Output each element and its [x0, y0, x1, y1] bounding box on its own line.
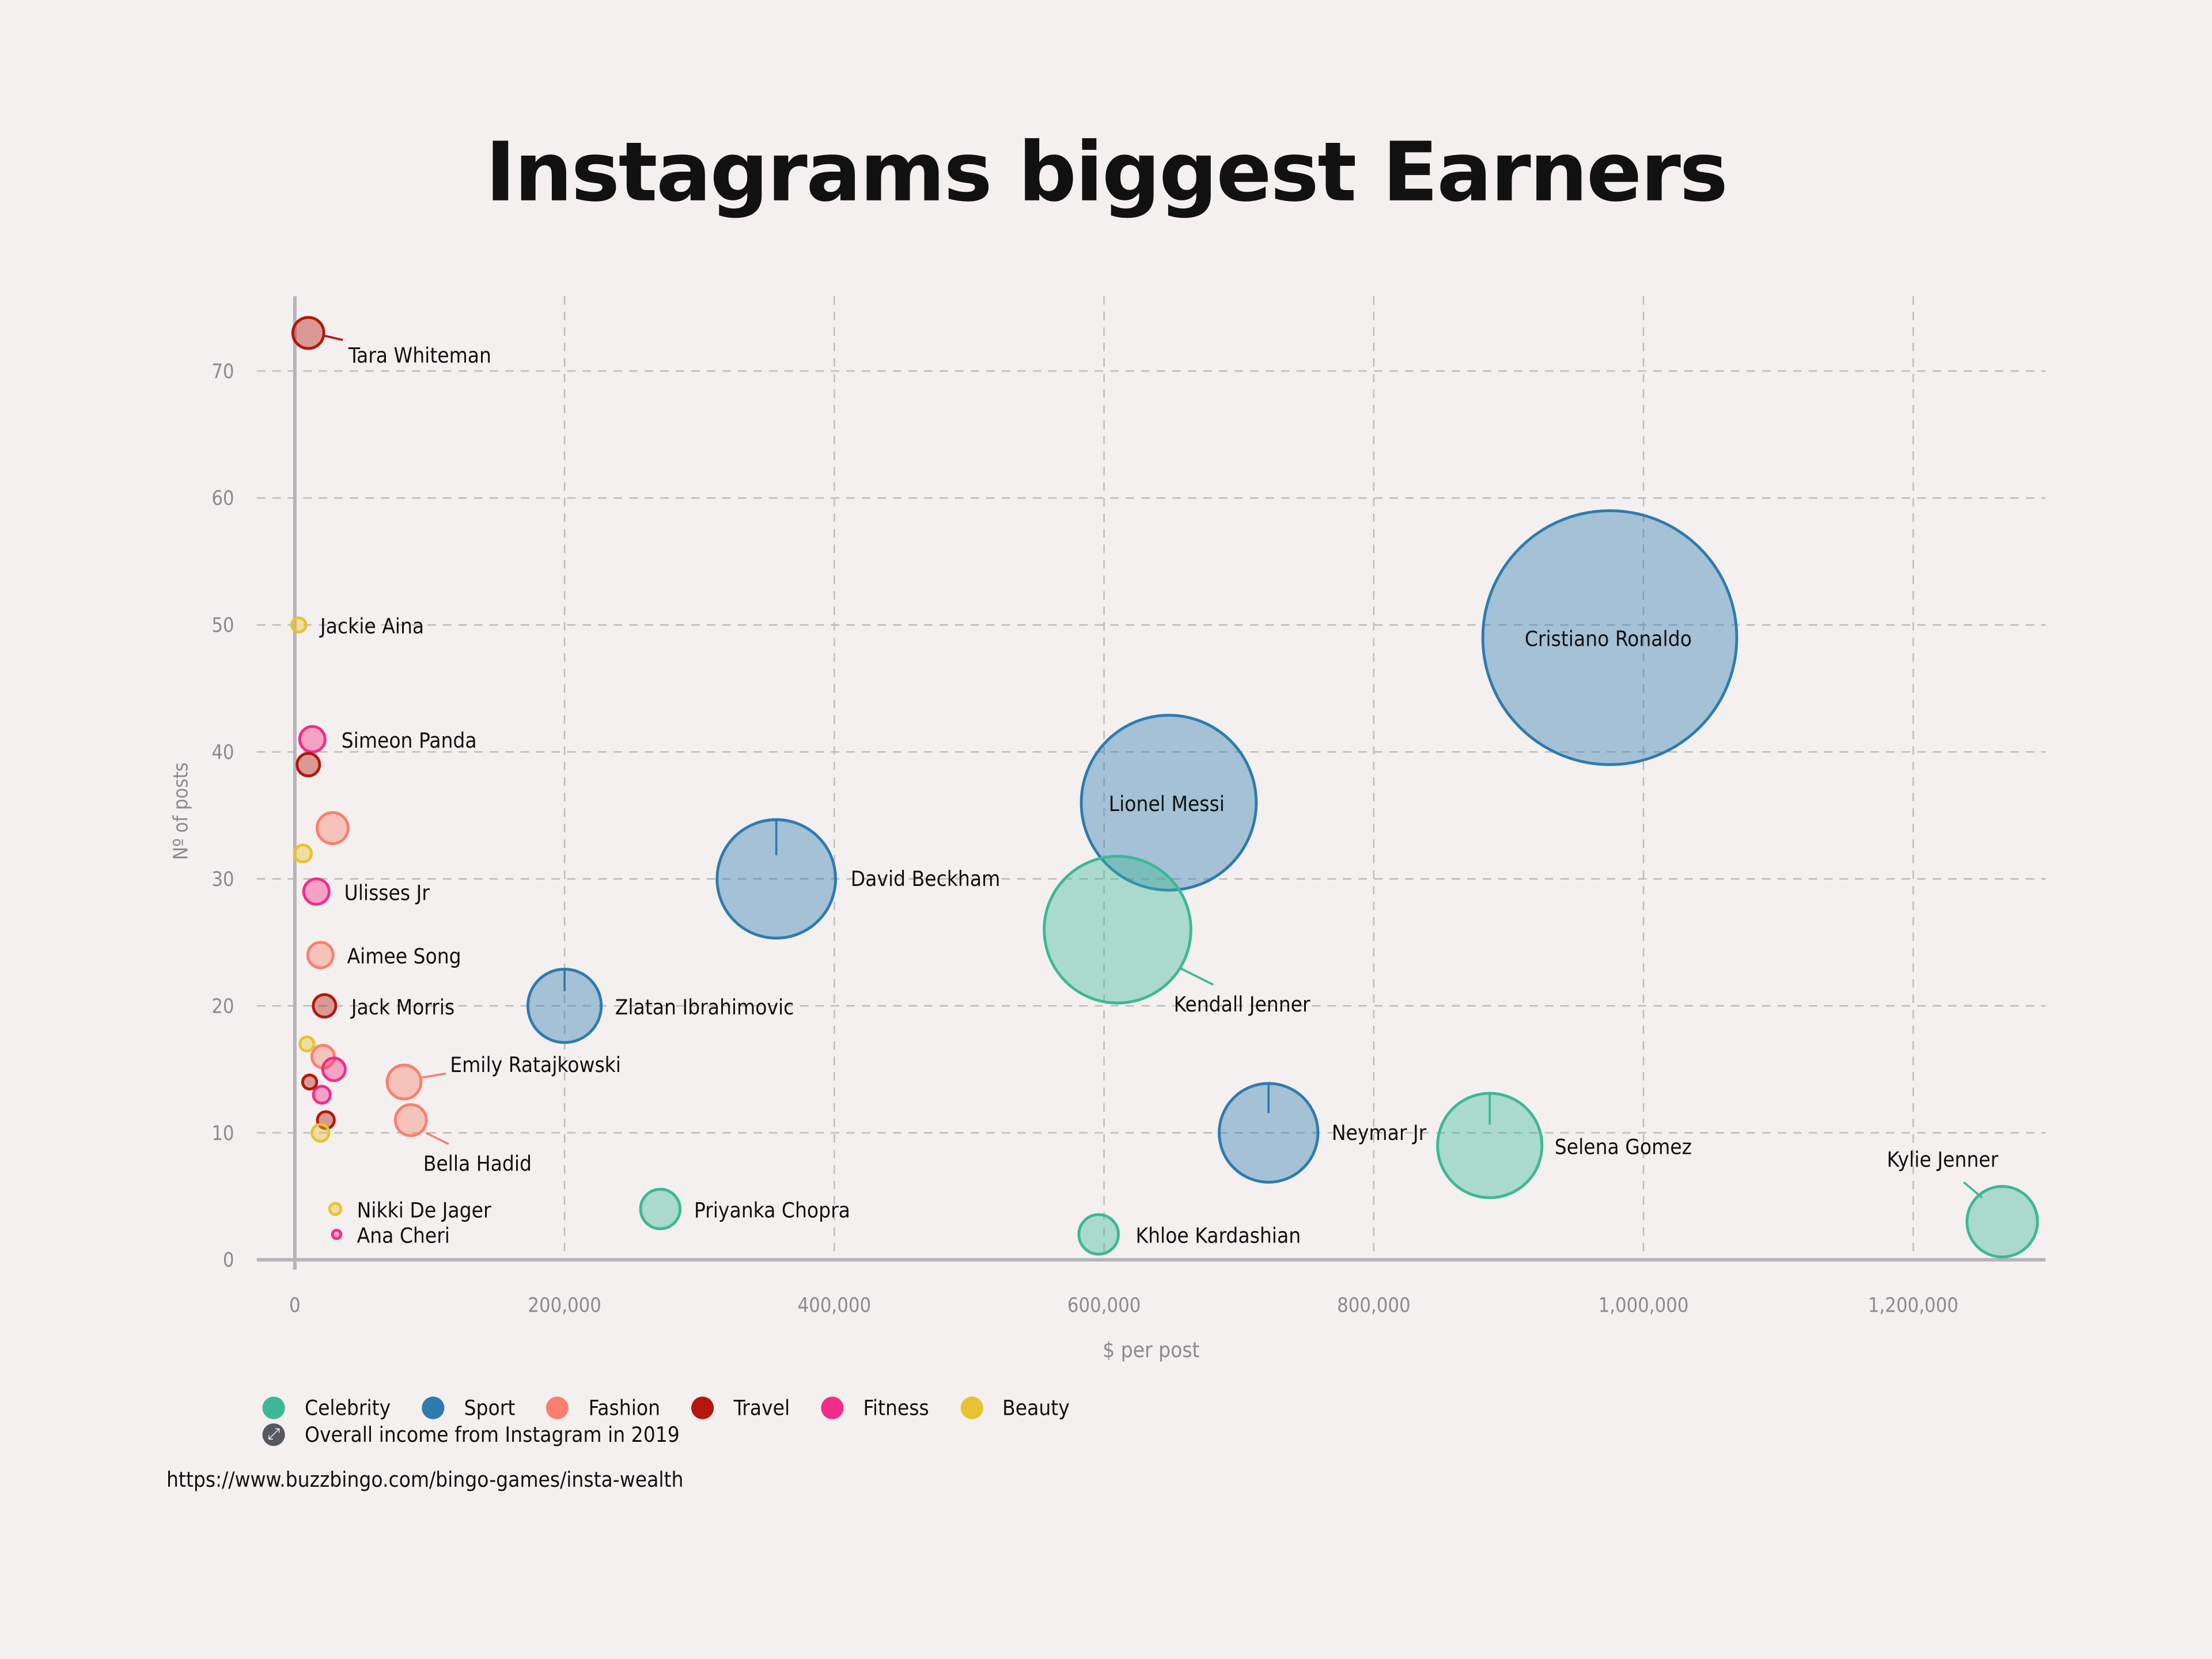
legend-swatch	[691, 1396, 714, 1419]
bubble-fitness[interactable]	[312, 1085, 332, 1105]
bubble-label: Zlatan Ibrahimovic	[615, 995, 794, 1020]
chart-title: Instagrams biggest Earners	[485, 124, 1728, 221]
bubble-label: Bella Hadid	[423, 1152, 532, 1176]
bubble-label: Tara Whiteman	[348, 343, 491, 368]
legend-swatch	[422, 1396, 445, 1419]
bubble-label: Ulisses Jr	[344, 880, 430, 905]
legend-categories: Celebrity Sport Fashion Travel Fitness Beauty	[262, 1394, 1101, 1421]
legend-swatch	[821, 1396, 844, 1419]
bubble-fitness[interactable]	[321, 1056, 347, 1082]
bubble-beauty[interactable]	[298, 1035, 316, 1052]
bubble-beauty[interactable]	[310, 1123, 331, 1143]
bubble-label: Kylie Jenner	[1887, 1147, 1998, 1172]
legend-item-fashion[interactable]: Fashion	[546, 1395, 660, 1420]
bubble-bella-hadid[interactable]	[393, 1103, 449, 1145]
bubble-david-beckham[interactable]	[715, 818, 837, 940]
legend-item-celebrity[interactable]: Celebrity	[262, 1394, 391, 1420]
x-tick-label: 600,000	[1067, 1294, 1141, 1317]
resize-arrow-icon: ⤢	[262, 1422, 285, 1446]
legend-swatch	[546, 1396, 569, 1419]
legend-swatch	[262, 1396, 285, 1419]
legend-size-label: Overall income from Instagram in 2019	[304, 1421, 680, 1447]
legend-label: Celebrity	[304, 1394, 391, 1420]
bubble-label: Neymar Jr	[1332, 1120, 1427, 1145]
bubble-label: Lionel Messi	[1109, 791, 1225, 816]
y-tick-label: 50	[211, 614, 234, 637]
y-tick-label: 60	[211, 487, 234, 510]
bubble-ana-cheri[interactable]	[331, 1229, 343, 1240]
x-tick-label: 1,000,000	[1599, 1294, 1689, 1317]
x-tick-label: 200,000	[528, 1294, 601, 1317]
bubble-label: Khloe Kardashian	[1135, 1224, 1301, 1248]
y-tick-label: 10	[211, 1122, 234, 1145]
bubble-label: Ana Cheri	[357, 1224, 450, 1248]
bubble-label: Simeon Panda	[342, 728, 477, 753]
source-link[interactable]: https://www.buzzbingo.com/bingo-games/in…	[166, 1467, 684, 1493]
bubble-zlatan-ibrahimovic[interactable]	[526, 968, 603, 1044]
y-tick-label: 40	[211, 741, 234, 764]
bubble-label: Aimee Song	[347, 944, 461, 969]
bubble-label: Priyanka Chopra	[694, 1198, 850, 1222]
legend-item-sport[interactable]: Sport	[422, 1395, 515, 1420]
bubble-label: Kendall Jenner	[1174, 992, 1310, 1017]
legend: Celebrity Sport Fashion Travel Fitness Beauty…	[262, 1394, 1101, 1448]
legend-label: Sport	[464, 1394, 516, 1420]
bubble-jack-morris[interactable]	[312, 993, 338, 1019]
legend-swatch	[960, 1396, 983, 1419]
bubble-khloe-kardashian[interactable]	[1077, 1213, 1120, 1256]
legend-item-travel[interactable]: Travel	[691, 1395, 790, 1420]
bubble-ulisses-jr[interactable]	[302, 877, 331, 906]
bubble-label: Selena Gomez	[1555, 1134, 1692, 1159]
bubble-neymar-jr[interactable]	[1218, 1082, 1320, 1184]
bubble-label: Jack Morris	[350, 995, 454, 1020]
bubble-jackie-aina[interactable]	[290, 616, 308, 634]
legend-label: Beauty	[1002, 1394, 1070, 1420]
bubble-emily-ratajkowski[interactable]	[385, 1063, 446, 1101]
bubble-travel[interactable]	[301, 1073, 319, 1091]
legend-item-beauty[interactable]: Beauty	[960, 1395, 1070, 1420]
bubble-lionel-messi[interactable]	[1080, 714, 1258, 892]
legend-label: Travel	[733, 1394, 790, 1420]
x-tick-label: 0	[289, 1294, 301, 1317]
bubble-kylie-jenner[interactable]	[1963, 1181, 2039, 1259]
bubble-tara-whiteman[interactable]	[291, 316, 343, 350]
x-tick-label: 1,200,000	[1868, 1294, 1959, 1317]
bubble-label: Jackie Aina	[319, 614, 424, 639]
bubble-cristiano-ronaldo[interactable]	[1481, 509, 1738, 766]
bubble-fashion[interactable]	[316, 811, 350, 845]
y-tick-label: 30	[211, 868, 234, 891]
y-tick-label: 20	[211, 995, 234, 1018]
bubble-priyanka-chopra[interactable]	[639, 1188, 682, 1230]
bubble-nikki-de-jager[interactable]	[328, 1202, 343, 1217]
x-tick-label: 400,000	[798, 1294, 871, 1317]
y-tick-label: 70	[211, 360, 234, 383]
bubble-travel[interactable]	[296, 752, 321, 778]
bubble-label: Emily Ratajkowski	[450, 1052, 621, 1077]
bubble-aimee-song[interactable]	[306, 941, 335, 969]
x-tick-label: 800,000	[1337, 1294, 1410, 1317]
bubble-label: Nikki De Jager	[357, 1198, 491, 1222]
y-axis-label: Nº of posts	[170, 762, 193, 860]
bubble-label: David Beckham	[851, 866, 1001, 891]
bubble-label: Cristiano Ronaldo	[1525, 627, 1692, 652]
y-tick-label: 0	[223, 1249, 234, 1272]
legend-item-fitness[interactable]: Fitness	[821, 1395, 929, 1420]
bubble-beauty[interactable]	[293, 843, 313, 863]
bubble-selena-gomez[interactable]	[1436, 1092, 1544, 1199]
bubble-kendall-jenner[interactable]	[1043, 855, 1214, 1005]
legend-size: ⤢ Overall income from Instagram in 2019	[262, 1421, 1101, 1448]
bubble-simeon-panda[interactable]	[298, 725, 327, 753]
x-axis-label: $ per post	[1103, 1338, 1199, 1362]
legend-label: Fitness	[863, 1394, 929, 1420]
legend-label: Fashion	[588, 1394, 661, 1420]
